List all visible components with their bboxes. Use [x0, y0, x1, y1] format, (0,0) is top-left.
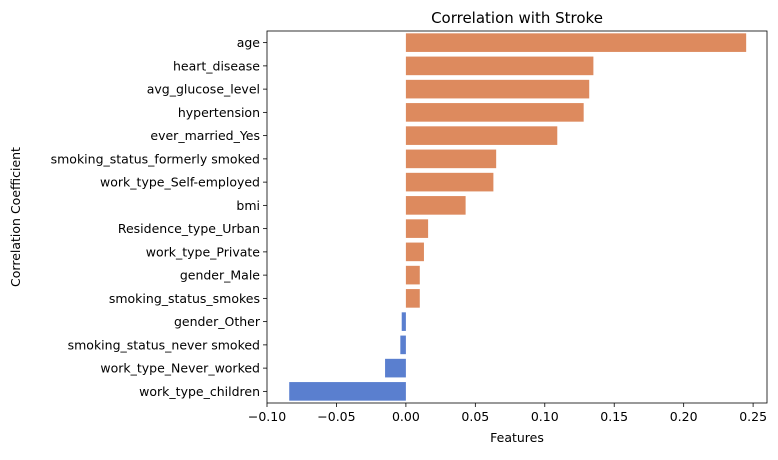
- y-tick-label: gender_Other: [174, 314, 261, 329]
- y-axis-label: Correlation Coefficient: [8, 147, 23, 287]
- x-tick-label: 0.00: [392, 409, 420, 424]
- bar-smoking-status-formerly-smoked: [405, 149, 497, 169]
- bars-group: [289, 33, 747, 401]
- chart-title: Correlation with Stroke: [431, 9, 603, 27]
- bar-smoking-status-smokes: [405, 289, 420, 308]
- y-tick-label: smoking_status_formerly smoked: [51, 151, 260, 166]
- bar-gender-male: [405, 265, 420, 285]
- bar-smoking-status-never-smoked: [400, 335, 406, 355]
- x-tick-label: −0.05: [317, 409, 355, 424]
- y-tick-label: heart_disease: [173, 58, 260, 73]
- x-tick-label: 0.25: [739, 409, 767, 424]
- x-tick-label: −0.10: [248, 409, 286, 424]
- y-tick-label: work_type_Self-employed: [100, 175, 260, 190]
- y-tick-label: work_type_children: [139, 384, 260, 399]
- y-tick-label: age: [237, 35, 261, 50]
- bar-heart-disease: [405, 56, 594, 76]
- y-tick-label: work_type_Never_worked: [100, 361, 260, 376]
- x-axis-label: Features: [490, 430, 544, 445]
- x-tick-label: 0.15: [600, 409, 628, 424]
- bar-work-type-never-worked: [385, 358, 406, 378]
- y-tick-label: work_type_Private: [146, 244, 261, 259]
- x-ticks-group: −0.10 −0.05 0.00 0.05 0.10 0.15 0.20 0.25: [248, 403, 767, 424]
- y-ticks-group: age heart_disease avg_glucose_levelhyperte…: [51, 35, 267, 399]
- y-tick-label: smoking_status_never smoked: [68, 337, 260, 352]
- bar-age: [405, 33, 747, 52]
- x-tick-label: 0.05: [461, 409, 489, 424]
- bar-work-type-private: [405, 242, 424, 262]
- y-tick-label: gender_Male: [180, 268, 260, 283]
- bar-work-type-self-employed: [405, 172, 494, 192]
- bar-residence-type-urban: [405, 219, 429, 238]
- plot-frame: [266, 30, 768, 404]
- bar-avg-glucose-level: [405, 79, 590, 99]
- y-tick-label: Residence_type_Urban: [118, 221, 260, 236]
- bar-bmi: [405, 196, 466, 215]
- bar-hypertension: [405, 103, 584, 122]
- y-tick-label: hypertension: [178, 105, 260, 120]
- x-tick-label: 0.20: [670, 409, 698, 424]
- y-tick-label: ever_married_Yes: [150, 128, 260, 143]
- y-tick-label: avg_glucose_level: [147, 82, 260, 97]
- y-tick-label: smoking_status_smokes: [109, 291, 260, 306]
- y-tick-label: bmi: [236, 198, 260, 213]
- bar-work-type-children: [289, 382, 406, 401]
- x-tick-label: 0.10: [531, 409, 559, 424]
- bar-gender-other: [401, 312, 406, 331]
- bar-ever-married-yes: [405, 126, 558, 145]
